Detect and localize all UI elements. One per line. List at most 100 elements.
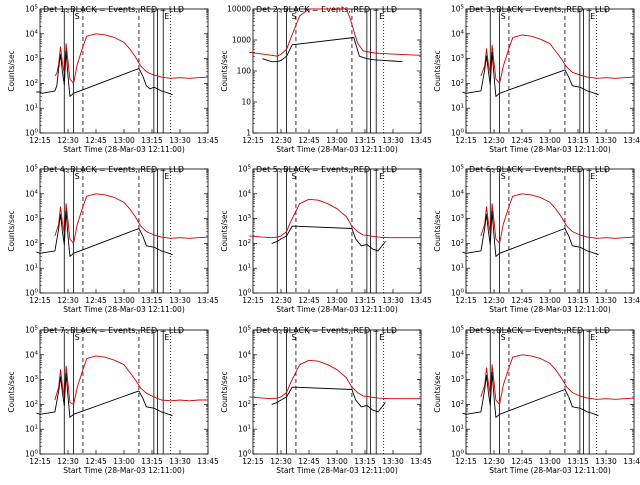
x-tick-label: 12:45 [85,457,107,466]
y-tick-label: 103 [451,54,465,63]
y-tick-label: 101 [238,425,251,434]
panel-title: Det 7: BLACK = Events, RED = LLD [43,326,184,335]
x-tick-label: 13:15 [354,296,376,305]
detector-panel-1: 100 101 102 103 104 105 12:15 12:30 12:45 13:00 13… [7,5,219,155]
y-tick-label: 104 [25,29,39,38]
marker-s: S [501,172,506,181]
panel-title: Det 9: BLACK = Events, RED = LLD [469,326,610,335]
series-line-lld [54,193,209,244]
x-tick-label: 13:45 [410,136,432,145]
y-tick-label: 103 [25,54,39,63]
y-tick-label: 102 [238,400,251,409]
marker-e: E [590,172,595,181]
x-tick-label: 13:00 [326,136,348,145]
marker-e: E [164,12,169,21]
y-tick-label: 104 [25,189,39,198]
x-tick-label: 12:15 [242,296,264,305]
y-tick-label: 103 [238,375,252,384]
x-tick-label: 13:00 [113,136,135,145]
x-tick-label: 13:00 [113,296,135,305]
y-tick-label: 103 [25,375,39,384]
x-tick-label: 13:30 [382,457,404,466]
x-tick-label: 13:15 [567,136,589,145]
series-line-events [271,386,386,413]
series-line-events [271,225,386,252]
x-axis-label: Start Time (28-Mar-03 12:11:00) [489,305,611,314]
x-axis-label: Start Time (28-Mar-03 12:11:00) [276,305,398,314]
panel-title: Det 5: BLACK = Events, RED = LLD [256,165,397,174]
series-line-events [462,210,599,257]
series-line-events [36,372,173,418]
y-tick-label: 102 [451,79,464,88]
panel-title: Det 8: BLACK = Events, RED = LLD [256,326,397,335]
y-axis-label: Counts/sec [433,210,442,251]
panel-title: Det 6: BLACK = Events, RED = LLD [469,165,610,174]
y-tick-label: 105 [25,5,39,14]
y-tick-label: 104 [451,189,465,198]
x-tick-label: 12:15 [242,457,264,466]
series-line-lld [249,359,421,400]
y-tick-label: 100 [237,67,252,76]
y-axis-label: Counts/sec [220,210,229,251]
y-tick-label: 100 [238,450,252,459]
marker-s: S [501,333,506,342]
y-tick-label: 1000 [232,36,251,45]
y-axis-label: Counts/sec [433,371,442,412]
y-tick-label: 100 [238,289,252,298]
y-tick-label: 104 [451,350,465,359]
x-tick-label: 13:30 [169,296,191,305]
marker-e: E [164,333,169,342]
series-line-events [36,210,173,257]
detector-panel-2: 1 10 100 1000 10000 12:15 12:30 12:45 13:00 13:15… [220,5,432,155]
y-tick-label: 102 [25,239,38,248]
series-line-lld [480,354,635,405]
y-tick-label: 104 [238,189,252,198]
x-tick-label: 12:30 [57,296,79,305]
y-tick-label: 101 [25,264,38,273]
x-tick-label: 13:15 [141,457,163,466]
x-tick-label: 12:15 [455,296,477,305]
y-tick-label: 100 [451,289,465,298]
series-line-lld [249,8,422,57]
y-tick-label: 105 [451,5,465,14]
series-line-lld [249,198,421,239]
x-tick-label: 12:30 [270,457,292,466]
y-tick-label: 105 [238,165,252,174]
x-tick-label: 13:30 [169,136,191,145]
y-tick-label: 100 [25,129,39,138]
panel-title: Det 4: BLACK = Events, RED = LLD [43,165,184,174]
x-tick-label: 12:15 [29,136,51,145]
marker-s: S [501,12,506,21]
x-tick-label: 13:45 [410,296,432,305]
y-tick-label: 101 [25,425,38,434]
x-tick-label: 12:45 [511,457,533,466]
y-tick-label: 105 [238,326,252,335]
y-tick-label: 10000 [227,5,251,14]
series-line-lld [480,34,635,84]
x-tick-label: 12:45 [85,296,107,305]
y-tick-label: 105 [25,165,39,174]
x-axis-label: Start Time (28-Mar-03 12:11:00) [276,145,398,154]
x-tick-label: 12:45 [298,457,320,466]
x-tick-label: 12:30 [57,136,79,145]
series-line-lld [54,355,208,405]
plot-frame [252,8,422,134]
y-tick-label: 101 [451,104,464,113]
x-tick-label: 12:45 [298,136,320,145]
x-tick-label: 13:00 [326,296,348,305]
y-tick-label: 102 [238,239,251,248]
panel-title: Det 2: BLACK = Events, RED = LLD [256,5,397,14]
y-tick-label: 1 [246,129,251,138]
panel-title: Det 1: BLACK = Events, RED = LLD [43,5,184,14]
x-tick-label: 12:45 [298,296,320,305]
series-line-events [262,37,403,63]
y-tick-label: 103 [451,375,465,384]
x-tick-label: 13:00 [539,457,561,466]
x-tick-label: 13:30 [382,136,404,145]
x-tick-label: 13:45 [197,136,219,145]
detector-panel-8: 100 101 102 103 104 105 12:15 12:30 12:45 13:00 13… [220,326,432,476]
marker-e: E [590,333,595,342]
y-tick-label: 102 [25,400,38,409]
y-tick-label: 101 [451,264,464,273]
